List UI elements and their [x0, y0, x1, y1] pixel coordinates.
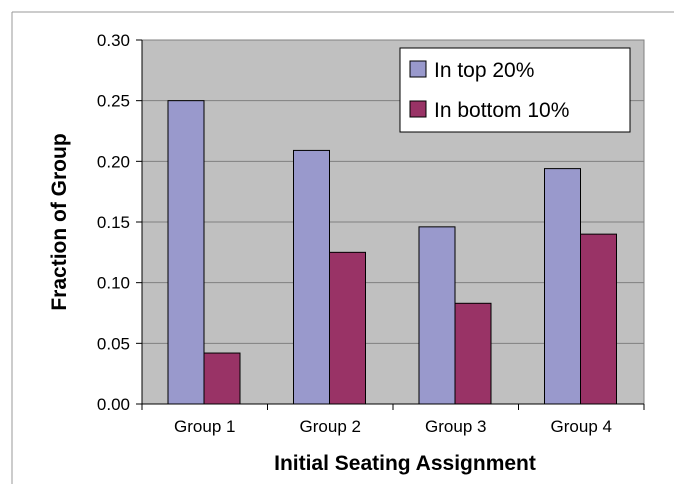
- bar-top-20-group-1: [167, 100, 205, 405]
- bar-bottom-10-group-4: [580, 233, 617, 405]
- legend-box: [399, 47, 631, 133]
- bar-top-20-group-3: [418, 226, 456, 405]
- x-axis-title: Initial Seating Assignment: [274, 452, 536, 475]
- legend-swatch-top-20: [409, 60, 427, 78]
- x-tick-label: Group 4: [551, 417, 612, 436]
- y-tick-label: 0.00: [97, 395, 130, 414]
- y-tick-labels: 0.00 0.05 0.10 0.15 0.20 0.25 0.30: [97, 31, 142, 414]
- legend-label-bottom-10: In bottom 10%: [434, 99, 569, 122]
- x-tick-label: Group 2: [300, 417, 361, 436]
- bar-bottom-10-group-2: [329, 251, 366, 405]
- y-tick-label: 0.10: [97, 274, 130, 293]
- legend: In top 20% In bottom 10%: [399, 47, 631, 133]
- bar-bottom-10-group-1: [203, 352, 241, 405]
- y-tick-label: 0.20: [97, 152, 130, 171]
- y-tick-label: 0.30: [97, 31, 130, 50]
- y-tick-label: 0.25: [97, 92, 130, 111]
- x-tick-label: Group 3: [425, 417, 486, 436]
- legend-swatch-bottom-10: [409, 100, 427, 118]
- bar-bottom-10-group-3: [454, 302, 492, 405]
- y-axis-title: Fraction of Group: [48, 133, 71, 310]
- y-tick-label: 0.05: [97, 334, 130, 353]
- bar-top-20-group-4: [544, 168, 581, 405]
- legend-label-top-20: In top 20%: [434, 59, 534, 82]
- bars: [167, 100, 617, 405]
- x-tick-labels: Group 1 Group 2 Group 3 Group 4: [141, 404, 645, 436]
- y-tick-label: 0.15: [97, 213, 130, 232]
- bar-top-20-group-2: [293, 149, 330, 405]
- x-tick-label: Group 1: [174, 417, 235, 436]
